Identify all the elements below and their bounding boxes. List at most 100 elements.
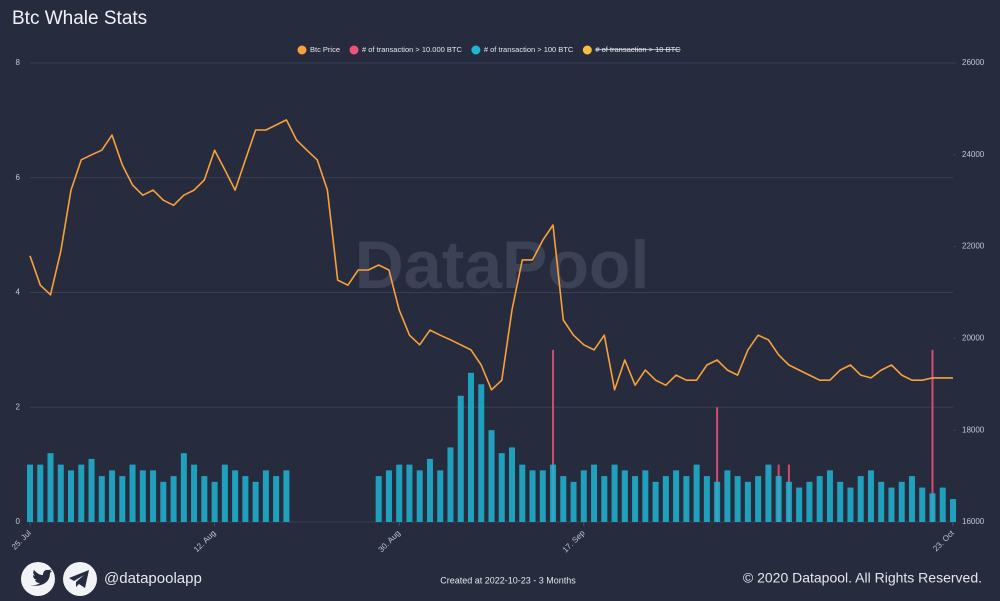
bar bbox=[129, 464, 136, 522]
bar bbox=[467, 372, 474, 522]
bar bbox=[150, 470, 157, 522]
bar bbox=[406, 464, 413, 522]
bar bbox=[170, 476, 177, 522]
bar bbox=[119, 476, 126, 522]
bar bbox=[929, 493, 936, 522]
bar bbox=[47, 453, 54, 522]
bar bbox=[806, 481, 813, 522]
bar bbox=[180, 453, 187, 522]
bar bbox=[785, 481, 792, 522]
bar bbox=[283, 470, 290, 522]
bar bbox=[27, 464, 33, 522]
bar bbox=[98, 476, 105, 522]
legend-item[interactable]: # of transaction > 10.000 BTC bbox=[349, 45, 463, 55]
bar bbox=[724, 470, 731, 522]
bar bbox=[591, 464, 598, 522]
bar bbox=[878, 481, 885, 522]
bar bbox=[519, 464, 526, 522]
y2-tick-label: 24000 bbox=[962, 150, 985, 159]
bar bbox=[37, 464, 44, 522]
y2-tick-label: 16000 bbox=[962, 517, 985, 526]
bar bbox=[509, 447, 516, 522]
bar bbox=[632, 476, 639, 522]
handle[interactable]: @datapoolapp bbox=[104, 570, 202, 587]
telegram-glyph bbox=[69, 570, 89, 588]
bar bbox=[847, 487, 854, 522]
bar bbox=[908, 476, 915, 522]
bar bbox=[57, 464, 64, 522]
bar bbox=[939, 487, 946, 522]
legend-label: # of transaction > 10.000 BTC bbox=[362, 45, 462, 54]
bar bbox=[580, 470, 587, 522]
bar bbox=[262, 470, 269, 522]
bar bbox=[919, 487, 926, 522]
bar bbox=[765, 464, 772, 522]
bar bbox=[201, 476, 208, 522]
bar bbox=[478, 384, 485, 522]
bar bbox=[88, 458, 95, 522]
bar bbox=[498, 453, 505, 522]
bar bbox=[744, 481, 751, 522]
bar bbox=[950, 499, 956, 522]
legend-swatch bbox=[349, 45, 359, 55]
legend-item[interactable]: # of transaction > 100 BTC bbox=[471, 45, 574, 55]
bar bbox=[539, 470, 546, 522]
legend-item[interactable]: Btc Price bbox=[297, 45, 341, 55]
bar bbox=[211, 481, 218, 522]
bar bbox=[673, 470, 680, 522]
bar bbox=[68, 470, 75, 522]
bar bbox=[232, 470, 239, 522]
bar bbox=[273, 476, 280, 522]
y-tick-label: 2 bbox=[16, 402, 21, 411]
bar bbox=[601, 476, 608, 522]
bar bbox=[416, 470, 423, 522]
y2-tick-label: 22000 bbox=[962, 242, 985, 251]
bar bbox=[642, 470, 649, 522]
twitter-glyph bbox=[28, 569, 52, 586]
bar bbox=[242, 476, 249, 522]
bar bbox=[796, 487, 803, 522]
legend-swatch bbox=[297, 45, 307, 55]
bar bbox=[716, 407, 719, 522]
bar bbox=[837, 481, 844, 522]
bar bbox=[714, 481, 721, 522]
bar bbox=[552, 349, 555, 522]
copyright: © 2020 Datapool. All Rights Reserved. bbox=[743, 570, 982, 586]
bar bbox=[550, 464, 557, 522]
legend-label: # of transaction > 100 BTC bbox=[484, 45, 574, 54]
bar bbox=[652, 481, 659, 522]
footer: @datapoolapp Created at 2022-10-23 - 3 M… bbox=[21, 562, 982, 596]
y-tick-label: 0 bbox=[16, 517, 21, 526]
legend-label: # of transaction > 10 BTC bbox=[595, 45, 681, 54]
y-tick-label: 4 bbox=[16, 288, 21, 297]
y-tick-label: 6 bbox=[16, 173, 21, 182]
bar bbox=[78, 464, 85, 522]
legend-label: Btc Price bbox=[310, 45, 340, 54]
bar bbox=[662, 476, 669, 522]
legend-swatch bbox=[582, 45, 592, 55]
bar bbox=[426, 458, 433, 522]
legend-swatch bbox=[471, 45, 481, 55]
bar bbox=[160, 481, 167, 522]
price-line bbox=[29, 119, 953, 391]
bar bbox=[488, 430, 495, 522]
bar bbox=[375, 476, 382, 522]
y-tick-label: 8 bbox=[16, 58, 21, 67]
y2-tick-label: 20000 bbox=[962, 334, 985, 343]
bar bbox=[529, 470, 536, 522]
bar bbox=[693, 464, 700, 522]
bar bbox=[611, 464, 618, 522]
y2-tick-label: 26000 bbox=[962, 58, 985, 67]
bar bbox=[109, 470, 116, 522]
bar bbox=[703, 476, 710, 522]
bar bbox=[816, 476, 823, 522]
bar bbox=[755, 476, 762, 522]
bar bbox=[570, 481, 577, 522]
bar bbox=[734, 476, 741, 522]
chart-title: Btc Whale Stats bbox=[12, 8, 147, 29]
created-note: Created at 2022-10-23 - 3 Months bbox=[440, 575, 576, 585]
bar bbox=[888, 487, 895, 522]
legend-item[interactable]: # of transaction > 10 BTC bbox=[582, 45, 681, 55]
bar bbox=[437, 470, 444, 522]
